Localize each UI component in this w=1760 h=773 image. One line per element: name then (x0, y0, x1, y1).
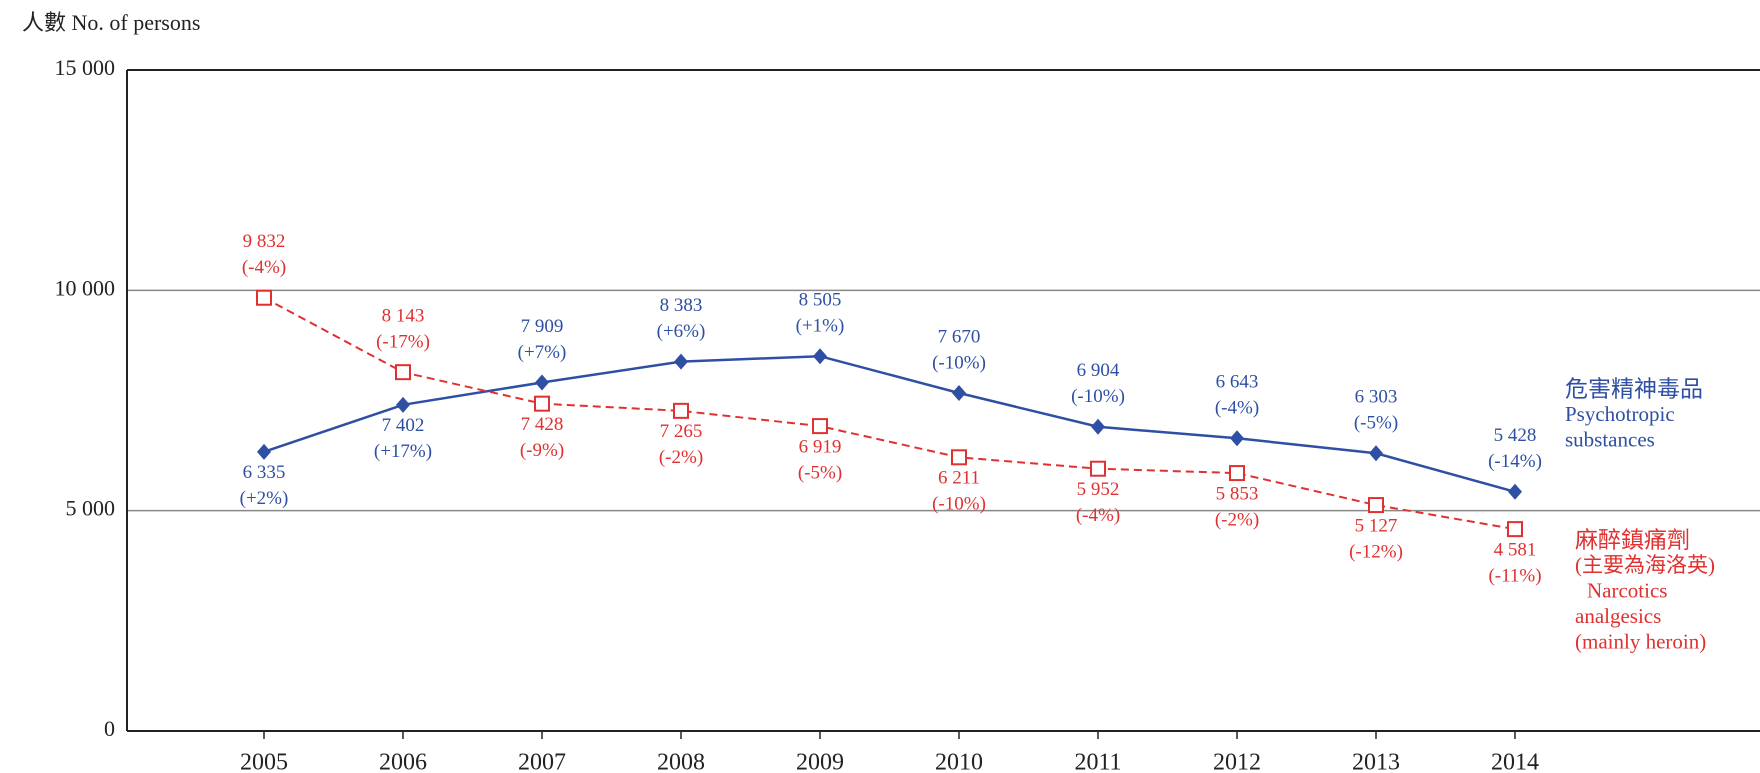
x-tick-label: 2010 (935, 750, 983, 773)
marker (674, 353, 688, 370)
change-label: (+6%) (657, 321, 706, 342)
marker (257, 443, 271, 460)
value-label: 7 670 (938, 326, 981, 347)
change-label: (-10%) (1071, 386, 1125, 407)
change-label: (+7%) (518, 342, 567, 363)
x-tick-label: 2008 (657, 750, 705, 773)
value-label: 6 643 (1216, 372, 1259, 393)
marker (1230, 430, 1244, 447)
value-label: 5 952 (1077, 479, 1120, 500)
change-label: (-10%) (932, 494, 986, 515)
marker (1507, 521, 1523, 538)
change-label: (-14%) (1488, 451, 1542, 472)
value-label: 9 832 (243, 231, 286, 252)
y-tick-label: 0 (104, 716, 115, 741)
change-label: (-10%) (932, 352, 986, 373)
legend-label: analgesics (1575, 604, 1661, 628)
change-label: (-17%) (376, 332, 430, 353)
marker (395, 364, 411, 381)
change-label: (-2%) (659, 447, 703, 468)
value-label: 6 303 (1355, 387, 1398, 408)
change-label: (-12%) (1349, 541, 1403, 562)
change-label: (-5%) (1354, 413, 1398, 434)
value-label: 6 335 (243, 462, 286, 483)
value-label: 6 919 (799, 436, 842, 457)
series-line (263, 296, 1516, 531)
value-label: 5 127 (1355, 515, 1398, 536)
y-tick-label: 15 000 (55, 55, 116, 80)
marker (396, 396, 410, 413)
marker (535, 374, 549, 391)
change-label: (-5%) (798, 462, 842, 483)
legend-label: (主要為海洛英) (1575, 553, 1715, 577)
value-label: 7 428 (521, 414, 564, 435)
change-label: (-2%) (1215, 509, 1259, 530)
value-label: 7 909 (521, 316, 564, 337)
marker (1229, 465, 1245, 482)
marker (1369, 445, 1383, 462)
value-label: 7 402 (382, 415, 425, 436)
value-label: 6 904 (1077, 360, 1120, 381)
x-tick-label: 2014 (1491, 750, 1539, 773)
x-tick-label: 2009 (796, 750, 844, 773)
legend-label: (mainly heroin) (1575, 629, 1706, 653)
y-tick-label: 5 000 (66, 496, 116, 521)
value-label: 4 581 (1494, 539, 1537, 560)
marker (952, 385, 966, 402)
legend-label: 危害精神毒品 (1565, 377, 1703, 403)
value-label: 6 211 (938, 468, 980, 489)
marker (951, 449, 967, 466)
legend-label: substances (1565, 427, 1655, 451)
y-axis-label: 人數 No. of persons (22, 10, 200, 35)
legend-label: Psychotropic (1565, 402, 1675, 426)
legend-label: Narcotics (1587, 578, 1667, 602)
value-label: 5 853 (1216, 483, 1259, 504)
marker (1090, 460, 1106, 477)
change-label: (+17%) (374, 441, 432, 462)
marker (534, 395, 550, 412)
y-tick-label: 10 000 (55, 275, 116, 300)
marker (813, 348, 827, 365)
series-line (263, 354, 1516, 494)
change-label: (+2%) (240, 488, 289, 509)
x-tick-label: 2012 (1213, 750, 1261, 773)
value-label: 5 428 (1494, 425, 1537, 446)
change-label: (-4%) (1076, 505, 1120, 526)
marker (256, 289, 272, 306)
marker (1508, 483, 1522, 500)
value-label: 7 265 (660, 421, 703, 442)
marker (673, 402, 689, 419)
change-label: (-9%) (520, 440, 564, 461)
value-label: 8 143 (382, 306, 425, 327)
x-tick-label: 2013 (1352, 750, 1400, 773)
legend-label: 麻醉鎮痛劑 (1575, 528, 1690, 554)
change-label: (-11%) (1488, 565, 1541, 586)
x-tick-label: 2005 (240, 750, 288, 773)
value-label: 8 505 (799, 290, 842, 311)
change-label: (+1%) (796, 316, 845, 337)
x-tick-label: 2006 (379, 750, 427, 773)
marker (1091, 418, 1105, 435)
change-label: (-4%) (1215, 398, 1259, 419)
change-label: (-4%) (242, 257, 286, 278)
x-tick-label: 2011 (1074, 750, 1121, 773)
marker (812, 418, 828, 435)
marker (1368, 497, 1384, 514)
x-tick-label: 2007 (518, 750, 566, 773)
value-label: 8 383 (660, 295, 703, 316)
